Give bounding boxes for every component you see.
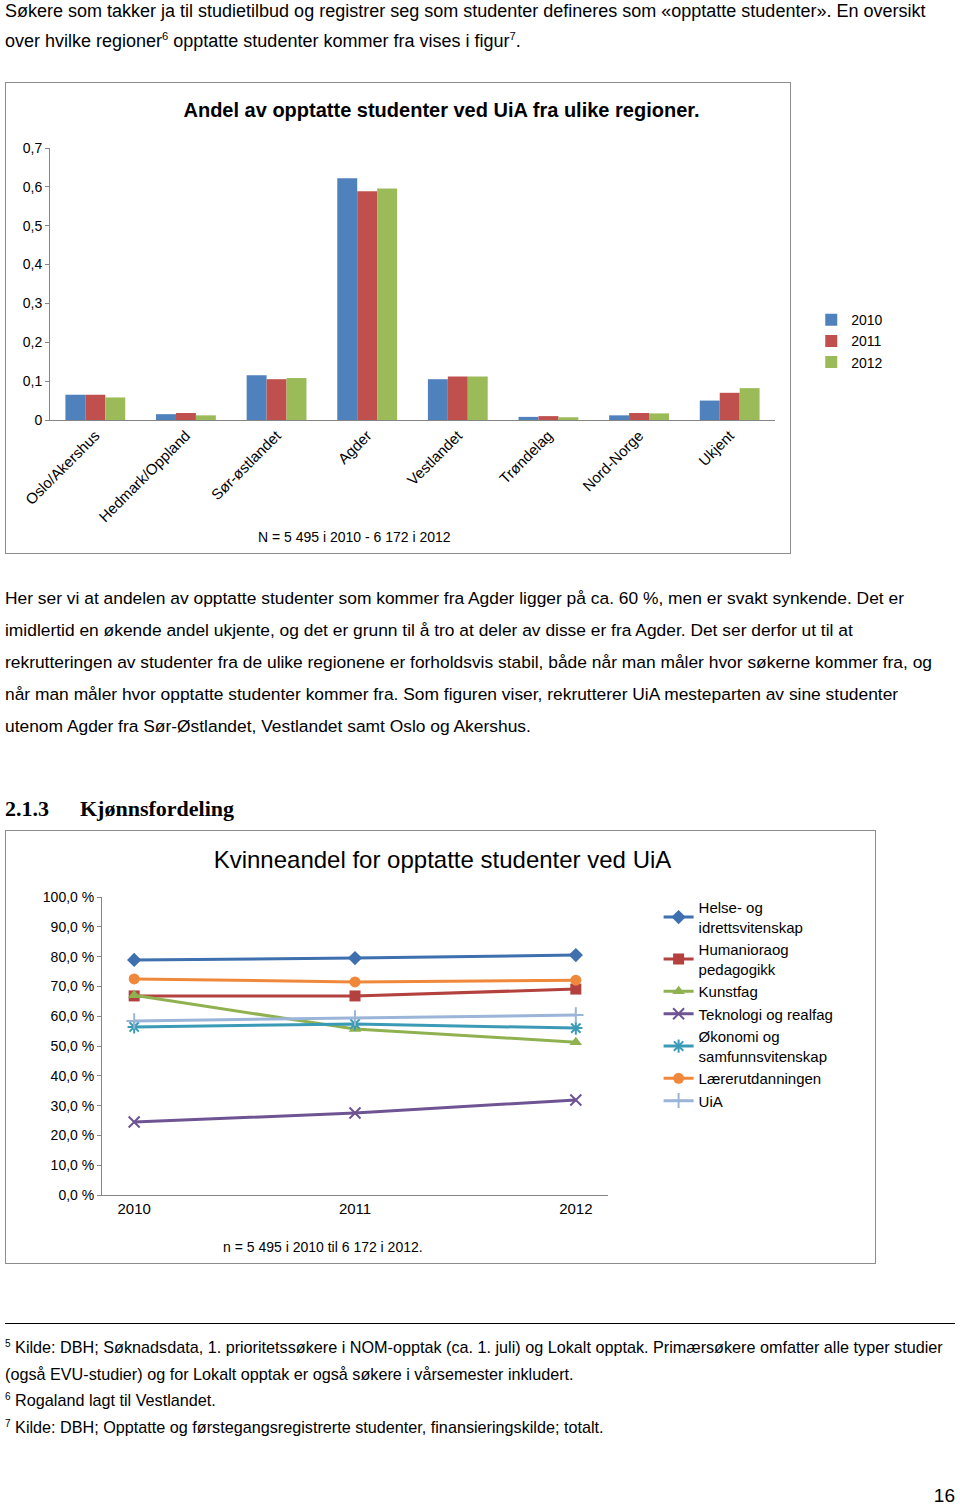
svg-text:2011: 2011 — [851, 333, 881, 349]
html-text:Søkere som takker ja til studi: Søkere som takker ja til studietilbud og… — [5, 1, 926, 51]
svg-text:UiA: UiA — [699, 1093, 723, 1108]
svg-text:60,0 %: 60,0 % — [51, 1008, 95, 1024]
svg-text:Nord-Norge: Nord-Norge — [579, 427, 646, 494]
html-text:Kjønnsfordeling: Kjønnsfordeling — [80, 796, 234, 821]
html-text:Her ser vi at andelen av oppta: Her ser vi at andelen av opptatte studen… — [5, 588, 932, 736]
svg-text:Humanioraogpedagogikk: Humanioraogpedagogikk — [699, 941, 789, 978]
svg-text:40,0 %: 40,0 % — [51, 1068, 95, 1084]
svg-text:90,0 %: 90,0 % — [51, 919, 95, 935]
svg-text:Hedmark/Oppland: Hedmark/Oppland — [95, 427, 193, 525]
svg-text:2012: 2012 — [559, 1200, 592, 1217]
svg-text:Trøndelag: Trøndelag — [496, 427, 556, 487]
svg-text:Lærerutdanningen: Lærerutdanningen — [699, 1070, 822, 1087]
svg-text:Oslo/Akershus: Oslo/Akershus — [22, 427, 103, 508]
svg-text:0,4: 0,4 — [23, 256, 43, 272]
svg-text:0,5: 0,5 — [23, 218, 43, 234]
svg-text:Kvinneandel for opptatte stude: Kvinneandel for opptatte studenter ved U… — [214, 846, 672, 873]
html-text:5Kilde: DBH; Søknadsdata, 1. p: 5Kilde: DBH; Søknadsdata, 1. prioritetss… — [5, 1337, 943, 1383]
svg-text:0: 0 — [34, 412, 42, 428]
svg-text:2012: 2012 — [851, 355, 882, 371]
svg-text:Teknologi og realfag: Teknologi og realfag — [699, 1006, 833, 1023]
svg-text:0,1: 0,1 — [23, 373, 43, 389]
svg-text:20,0 %: 20,0 % — [51, 1127, 95, 1143]
svg-text:30,0 %: 30,0 % — [51, 1098, 95, 1114]
html-text:6Rogaland lagt til Vestlandet.: 6Rogaland lagt til Vestlandet. — [5, 1390, 216, 1409]
svg-text:Helse- ogidrettsvitenskap: Helse- ogidrettsvitenskap — [699, 899, 803, 936]
svg-text:Agder: Agder — [334, 427, 374, 467]
svg-text:50,0 %: 50,0 % — [51, 1038, 95, 1054]
html-text:7Kilde: DBH; Opptatte og først: 7Kilde: DBH; Opptatte og førstegangsregi… — [5, 1417, 604, 1436]
svg-text:0,0 %: 0,0 % — [58, 1187, 94, 1203]
svg-text:Ukjent: Ukjent — [695, 426, 738, 469]
svg-text:Økonomi ogsamfunnsvitenskap: Økonomi ogsamfunnsvitenskap — [699, 1028, 827, 1065]
svg-text:80,0 %: 80,0 % — [51, 949, 95, 965]
svg-text:2010: 2010 — [851, 312, 882, 328]
svg-text:Sør-østlandet: Sør-østlandet — [208, 426, 285, 503]
svg-text:2010: 2010 — [117, 1200, 150, 1217]
svg-text:Vestlandet: Vestlandet — [404, 426, 466, 488]
svg-text:n = 5 495 i 2010 til 6 172 i 2: n = 5 495 i 2010 til 6 172 i 2012. — [223, 1239, 423, 1255]
svg-text:70,0 %: 70,0 % — [51, 978, 95, 994]
svg-text:0,7: 0,7 — [23, 140, 43, 156]
svg-text:0,6: 0,6 — [23, 179, 43, 195]
svg-text:Andel av opptatte studenter ve: Andel av opptatte studenter ved UiA fra … — [183, 99, 699, 121]
html-text:2.1.3: 2.1.3 — [5, 796, 49, 821]
svg-text:2011: 2011 — [339, 1200, 371, 1217]
svg-text:N = 5 495 i 2010 - 6 172 i 201: N = 5 495 i 2010 - 6 172 i 2012 — [258, 529, 451, 545]
svg-text:10,0 %: 10,0 % — [51, 1157, 95, 1173]
svg-text:100,0 %: 100,0 % — [43, 889, 94, 905]
svg-text:0,2: 0,2 — [23, 334, 43, 350]
svg-text:Kunstfag: Kunstfag — [699, 983, 758, 1000]
html-text:16: 16 — [933, 1485, 955, 1506]
svg-text:0,3: 0,3 — [23, 295, 43, 311]
